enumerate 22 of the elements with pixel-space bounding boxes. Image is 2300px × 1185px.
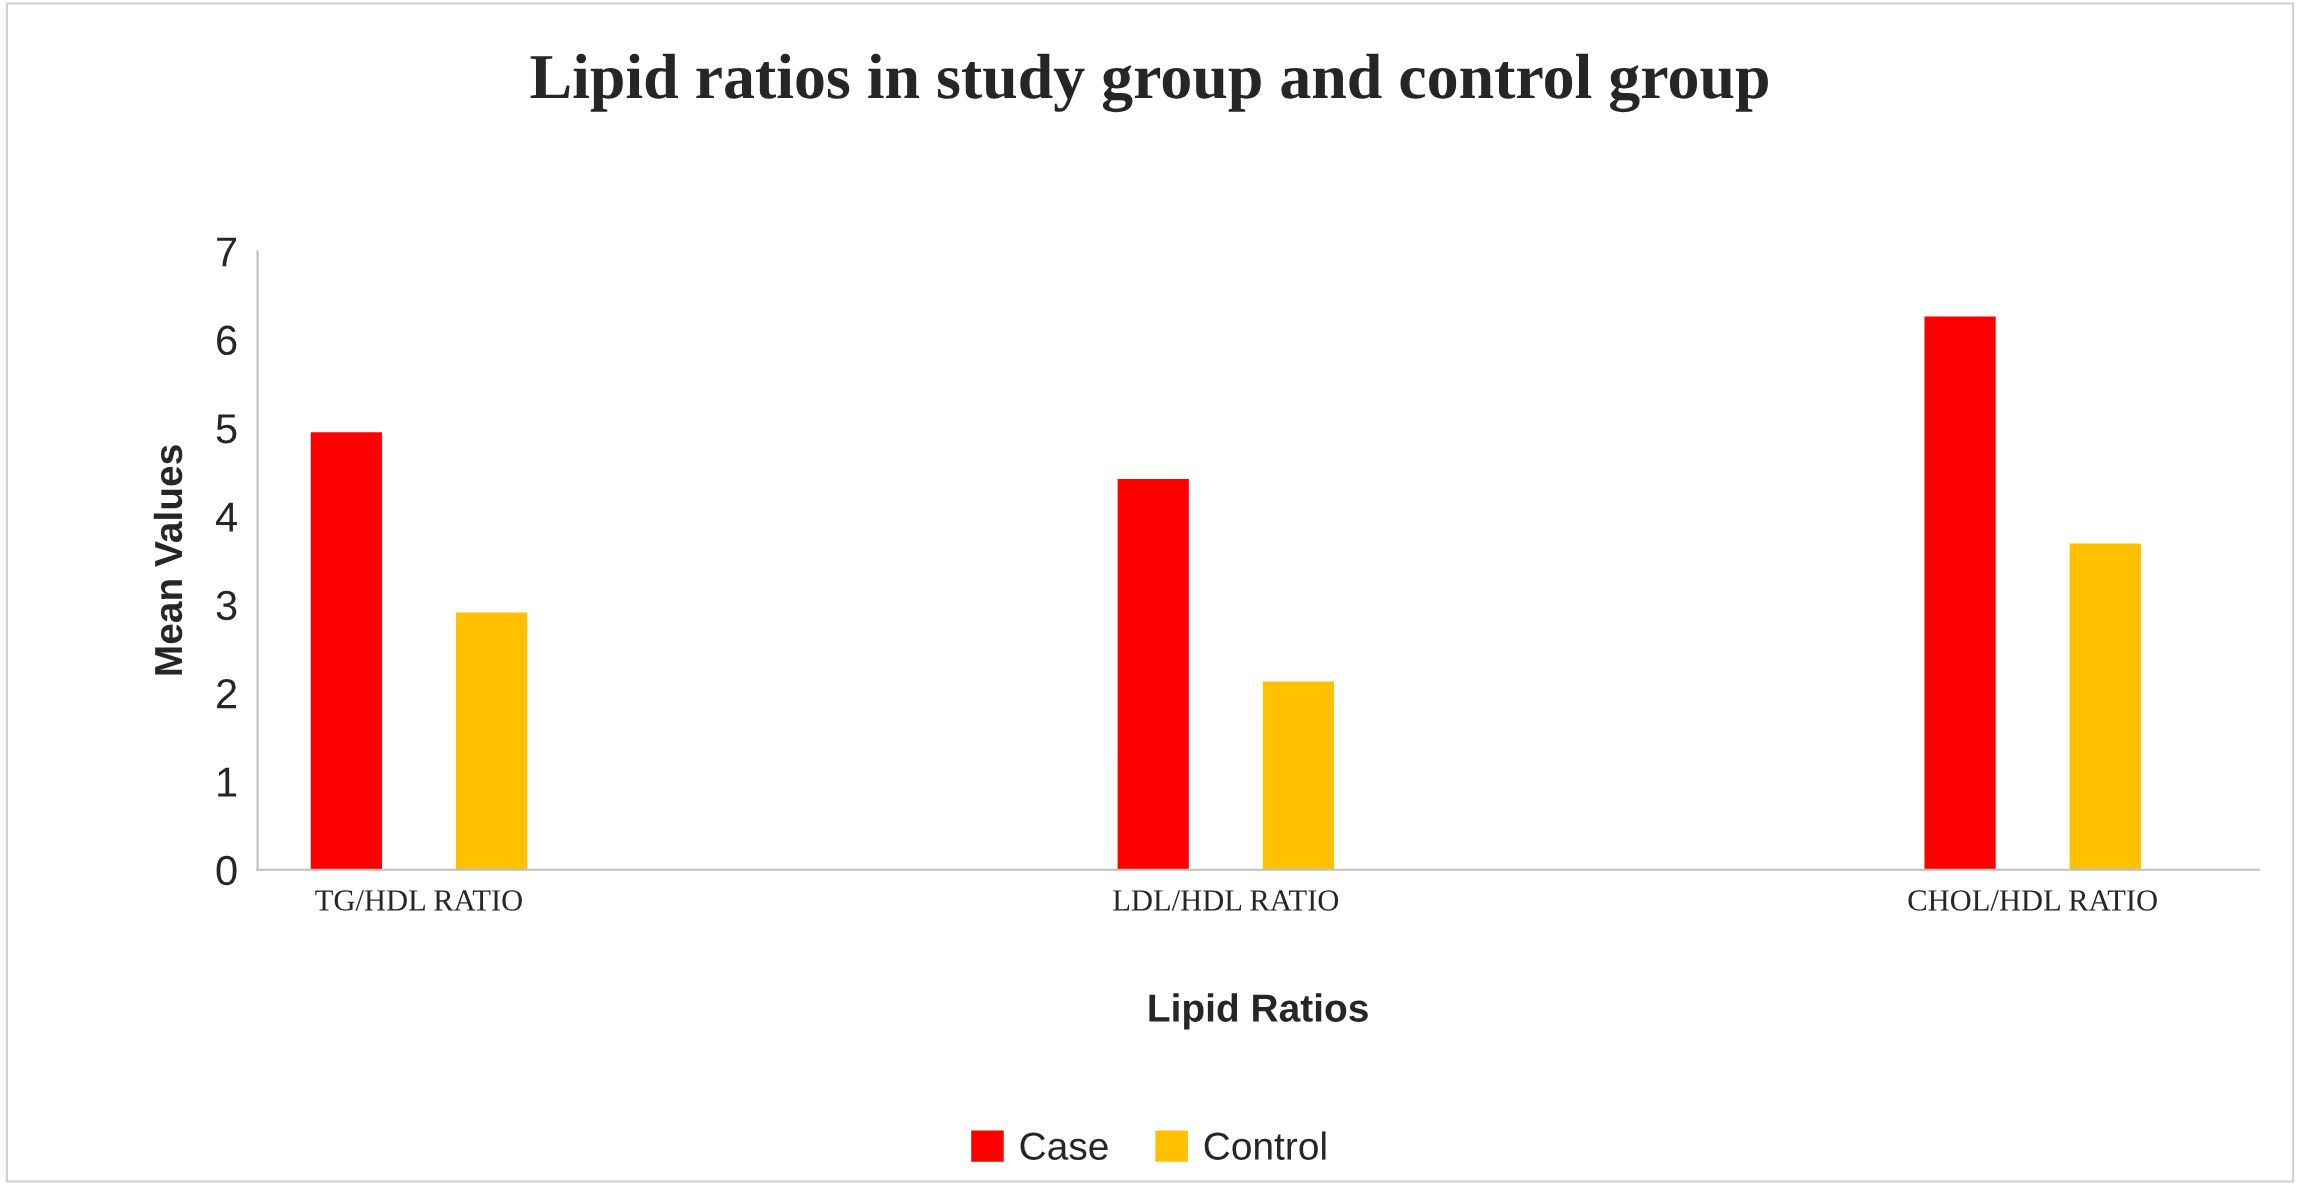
y-tick-label: 0: [216, 855, 237, 886]
y-axis-title: Mean Values: [153, 445, 183, 675]
bar: [2068, 542, 2143, 870]
bar: [309, 430, 384, 870]
y-tick-label: 5: [216, 414, 237, 444]
y-tick-label: 2: [217, 679, 237, 709]
y-tick-label: 7: [217, 237, 237, 267]
y-tick-label: 3: [216, 590, 237, 621]
legend-label: Case: [1020, 1132, 1108, 1160]
bar: [1116, 477, 1191, 870]
bar: [454, 611, 529, 870]
y-tick-label: 1: [218, 767, 237, 797]
x-tick-label: TG/HDL RATIO: [315, 890, 522, 911]
chart-title: Lipid ratios in study group and control group: [530, 53, 1768, 113]
bar: [1261, 679, 1336, 870]
x-axis-title: Lipid Ratios: [1149, 993, 1368, 1030]
x-tick-label: LDL/HDL RATIO: [1113, 890, 1339, 911]
y-tick-label: 4: [215, 502, 237, 532]
bar: [1923, 315, 1998, 870]
y-tick-label: 6: [217, 325, 237, 356]
x-tick-label: CHOL/HDL RATIO: [1908, 890, 2157, 911]
legend-label: Control: [1204, 1131, 1326, 1160]
